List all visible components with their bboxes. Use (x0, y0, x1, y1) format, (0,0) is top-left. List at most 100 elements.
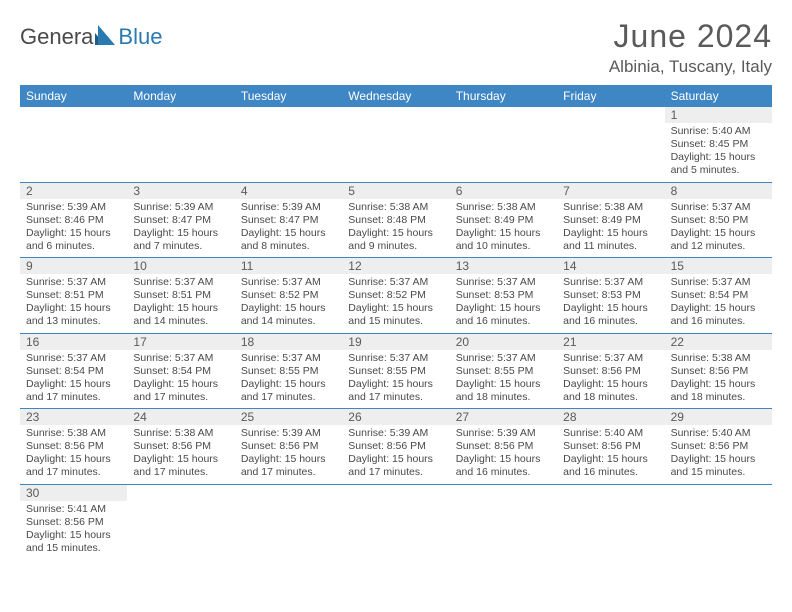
sunrise-line: Sunrise: 5:38 AM (26, 427, 121, 440)
sunrise-line: Sunrise: 5:37 AM (563, 352, 658, 365)
day-body: Sunrise: 5:37 AMSunset: 8:53 PMDaylight:… (557, 274, 664, 333)
title-block: June 2024 Albinia, Tuscany, Italy (609, 18, 772, 77)
sunset-line: Sunset: 8:48 PM (348, 214, 443, 227)
sunrise-line: Sunrise: 5:37 AM (133, 352, 228, 365)
sunset-line: Sunset: 8:49 PM (456, 214, 551, 227)
day-body: Sunrise: 5:37 AMSunset: 8:50 PMDaylight:… (665, 199, 772, 258)
day-number: 29 (665, 409, 772, 425)
daylight-line-2: and 6 minutes. (26, 240, 121, 253)
day-number: 9 (20, 258, 127, 274)
daylight-line-1: Daylight: 15 hours (133, 378, 228, 391)
day-number: 21 (557, 334, 664, 350)
day-cell: 15Sunrise: 5:37 AMSunset: 8:54 PMDayligh… (665, 258, 772, 333)
day-cell: 2Sunrise: 5:39 AMSunset: 8:46 PMDaylight… (20, 183, 127, 258)
sunset-line: Sunset: 8:56 PM (671, 440, 766, 453)
daylight-line-1: Daylight: 15 hours (26, 453, 121, 466)
daylight-line-2: and 17 minutes. (348, 391, 443, 404)
day-body: Sunrise: 5:39 AMSunset: 8:56 PMDaylight:… (342, 425, 449, 484)
sunrise-line: Sunrise: 5:37 AM (241, 276, 336, 289)
daylight-line-1: Daylight: 15 hours (456, 378, 551, 391)
day-cell: 10Sunrise: 5:37 AMSunset: 8:51 PMDayligh… (127, 258, 234, 333)
day-cell (127, 485, 234, 560)
sunrise-line: Sunrise: 5:39 AM (241, 201, 336, 214)
sunrise-line: Sunrise: 5:38 AM (133, 427, 228, 440)
day-number: 4 (235, 183, 342, 199)
day-number: 22 (665, 334, 772, 350)
daylight-line-1: Daylight: 15 hours (563, 227, 658, 240)
day-cell: 17Sunrise: 5:37 AMSunset: 8:54 PMDayligh… (127, 334, 234, 409)
day-cell: 22Sunrise: 5:38 AMSunset: 8:56 PMDayligh… (665, 334, 772, 409)
day-cell: 26Sunrise: 5:39 AMSunset: 8:56 PMDayligh… (342, 409, 449, 484)
sunrise-line: Sunrise: 5:41 AM (26, 503, 121, 516)
sunrise-line: Sunrise: 5:37 AM (671, 201, 766, 214)
day-body: Sunrise: 5:40 AMSunset: 8:56 PMDaylight:… (557, 425, 664, 484)
day-cell (665, 485, 772, 560)
sunrise-line: Sunrise: 5:39 AM (348, 427, 443, 440)
daylight-line-1: Daylight: 15 hours (348, 378, 443, 391)
sunrise-line: Sunrise: 5:37 AM (241, 352, 336, 365)
day-cell: 3Sunrise: 5:39 AMSunset: 8:47 PMDaylight… (127, 183, 234, 258)
sunrise-line: Sunrise: 5:38 AM (563, 201, 658, 214)
day-cell: 5Sunrise: 5:38 AMSunset: 8:48 PMDaylight… (342, 183, 449, 258)
sunset-line: Sunset: 8:56 PM (241, 440, 336, 453)
day-cell (450, 107, 557, 182)
day-number: 27 (450, 409, 557, 425)
weeks-container: 1Sunrise: 5:40 AMSunset: 8:45 PMDaylight… (20, 107, 772, 559)
day-number: 2 (20, 183, 127, 199)
day-cell: 1Sunrise: 5:40 AMSunset: 8:45 PMDaylight… (665, 107, 772, 182)
daylight-line-2: and 17 minutes. (26, 466, 121, 479)
location: Albinia, Tuscany, Italy (609, 57, 772, 77)
dow-sat: Saturday (665, 85, 772, 107)
day-cell (235, 485, 342, 560)
daylight-line-2: and 13 minutes. (26, 315, 121, 328)
sunset-line: Sunset: 8:47 PM (241, 214, 336, 227)
sunset-line: Sunset: 8:56 PM (348, 440, 443, 453)
day-cell: 9Sunrise: 5:37 AMSunset: 8:51 PMDaylight… (20, 258, 127, 333)
daylight-line-1: Daylight: 15 hours (26, 529, 121, 542)
day-number: 28 (557, 409, 664, 425)
day-body: Sunrise: 5:39 AMSunset: 8:56 PMDaylight:… (235, 425, 342, 484)
day-cell: 29Sunrise: 5:40 AMSunset: 8:56 PMDayligh… (665, 409, 772, 484)
day-body: Sunrise: 5:37 AMSunset: 8:52 PMDaylight:… (342, 274, 449, 333)
day-body: Sunrise: 5:37 AMSunset: 8:52 PMDaylight:… (235, 274, 342, 333)
sunset-line: Sunset: 8:55 PM (241, 365, 336, 378)
daylight-line-2: and 16 minutes. (671, 315, 766, 328)
daylight-line-2: and 17 minutes. (133, 466, 228, 479)
sunset-line: Sunset: 8:56 PM (133, 440, 228, 453)
sunset-line: Sunset: 8:52 PM (241, 289, 336, 302)
day-number: 7 (557, 183, 664, 199)
daylight-line-2: and 10 minutes. (456, 240, 551, 253)
sunset-line: Sunset: 8:56 PM (26, 516, 121, 529)
dow-sun: Sunday (20, 85, 127, 107)
daylight-line-1: Daylight: 15 hours (26, 302, 121, 315)
dow-row: Sunday Monday Tuesday Wednesday Thursday… (20, 85, 772, 107)
day-number: 24 (127, 409, 234, 425)
day-cell: 28Sunrise: 5:40 AMSunset: 8:56 PMDayligh… (557, 409, 664, 484)
daylight-line-1: Daylight: 15 hours (671, 302, 766, 315)
day-cell (450, 485, 557, 560)
week-row: 30Sunrise: 5:41 AMSunset: 8:56 PMDayligh… (20, 485, 772, 560)
sunset-line: Sunset: 8:55 PM (348, 365, 443, 378)
sunset-line: Sunset: 8:51 PM (133, 289, 228, 302)
daylight-line-2: and 18 minutes. (671, 391, 766, 404)
daylight-line-2: and 15 minutes. (348, 315, 443, 328)
day-cell: 24Sunrise: 5:38 AMSunset: 8:56 PMDayligh… (127, 409, 234, 484)
sunset-line: Sunset: 8:53 PM (456, 289, 551, 302)
daylight-line-1: Daylight: 15 hours (563, 453, 658, 466)
day-body: Sunrise: 5:38 AMSunset: 8:49 PMDaylight:… (450, 199, 557, 258)
daylight-line-1: Daylight: 15 hours (241, 453, 336, 466)
dow-wed: Wednesday (342, 85, 449, 107)
sunrise-line: Sunrise: 5:38 AM (456, 201, 551, 214)
logo-text-main: Genera (20, 24, 93, 50)
day-body: Sunrise: 5:37 AMSunset: 8:54 PMDaylight:… (127, 350, 234, 409)
day-number: 23 (20, 409, 127, 425)
day-cell: 19Sunrise: 5:37 AMSunset: 8:55 PMDayligh… (342, 334, 449, 409)
sunset-line: Sunset: 8:49 PM (563, 214, 658, 227)
day-cell: 12Sunrise: 5:37 AMSunset: 8:52 PMDayligh… (342, 258, 449, 333)
daylight-line-1: Daylight: 15 hours (348, 302, 443, 315)
daylight-line-2: and 17 minutes. (241, 466, 336, 479)
daylight-line-1: Daylight: 15 hours (26, 378, 121, 391)
day-body: Sunrise: 5:41 AMSunset: 8:56 PMDaylight:… (20, 501, 127, 560)
day-number: 3 (127, 183, 234, 199)
sunset-line: Sunset: 8:46 PM (26, 214, 121, 227)
